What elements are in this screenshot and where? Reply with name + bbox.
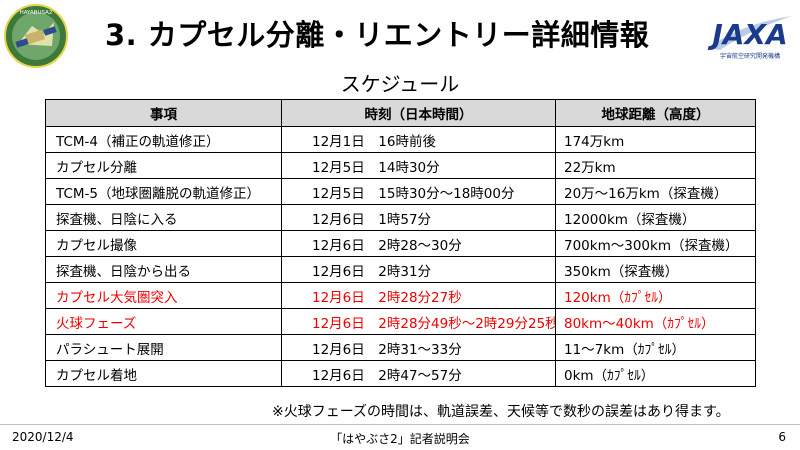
table-row: 探査機、日陰から出る 12月6日 2時31分 350km（探査機） xyxy=(45,256,756,283)
table-row: カプセル撮像 12月6日 2時28～30分 700km～300km（探査機） xyxy=(45,230,756,257)
footer-date: 2020/12/4 xyxy=(12,430,74,444)
time-cell: 12月6日 2時28分27秒 xyxy=(281,282,556,309)
time-cell: 12月1日 16時前後 xyxy=(281,126,556,153)
distance-cell: 80km～40km（ｶﾌﾟｾﾙ） xyxy=(555,308,756,335)
event-cell: TCM-4（補正の軌道修正） xyxy=(45,126,282,153)
table-row: TCM-4（補正の軌道修正） 12月1日 16時前後 174万km xyxy=(45,126,756,153)
distance-cell: 350km（探査機） xyxy=(555,256,756,283)
distance-cell: 11～7km（ｶﾌﾟｾﾙ） xyxy=(555,334,756,361)
time-cell: 12月5日 15時30分～18時00分 xyxy=(281,178,556,205)
event-cell: 探査機、日陰から出る xyxy=(45,256,282,283)
table-row: カプセル着地 12月6日 2時47～57分 0km（ｶﾌﾟｾﾙ） xyxy=(45,360,756,387)
jaxa-logo-text: JAXA xyxy=(707,18,787,51)
page-title: 3. カプセル分離・リエントリー詳細情報 xyxy=(105,18,650,52)
schedule-subtitle: スケジュール xyxy=(340,72,460,96)
table-row: カプセル分離 12月5日 14時30分 22万km xyxy=(45,152,756,179)
footer-event-name: 「はやぶさ2」記者説明会 xyxy=(330,432,470,446)
distance-cell: 22万km xyxy=(555,152,756,179)
event-cell: カプセル分離 xyxy=(45,152,282,179)
time-cell: 12月5日 14時30分 xyxy=(281,152,556,179)
table-row: TCM-5（地球圏離脱の軌道修正） 12月5日 15時30分～18時00分 20… xyxy=(45,178,756,205)
footnote: ※火球フェーズの時間は、軌道誤差、天候等で数秒の誤差はあり得ます。 xyxy=(272,404,730,420)
table-row-highlighted: 火球フェーズ 12月6日 2時28分49秒～2時29分25秒 80km～40km… xyxy=(45,308,756,335)
event-cell: カプセル着地 xyxy=(45,360,282,387)
header-distance: 地球距離（高度） xyxy=(555,99,756,127)
distance-cell: 120km（ｶﾌﾟｾﾙ） xyxy=(555,282,756,309)
time-cell: 12月6日 2時31～33分 xyxy=(281,334,556,361)
jaxa-logo-caption: 宇宙航空研究開発機構 xyxy=(720,52,780,60)
distance-cell: 0km（ｶﾌﾟｾﾙ） xyxy=(555,360,756,387)
event-cell: パラシュート展開 xyxy=(45,334,282,361)
page-number: 6 xyxy=(778,430,786,444)
logo-left-text: HAYABUSA2 xyxy=(20,10,53,16)
footer-divider xyxy=(0,424,800,425)
time-cell: 12月6日 2時31分 xyxy=(281,256,556,283)
event-cell: 火球フェーズ xyxy=(45,308,282,335)
distance-cell: 20万～16万km（探査機） xyxy=(555,178,756,205)
hayabusa2-mission-logo: HAYABUSA2 xyxy=(4,4,68,68)
event-cell: カプセル撮像 xyxy=(45,230,282,257)
header-event: 事項 xyxy=(45,99,282,127)
table-row-highlighted: カプセル大気圏突入 12月6日 2時28分27秒 120km（ｶﾌﾟｾﾙ） xyxy=(45,282,756,309)
event-cell: カプセル大気圏突入 xyxy=(45,282,282,309)
table-row: パラシュート展開 12月6日 2時31～33分 11～7km（ｶﾌﾟｾﾙ） xyxy=(45,334,756,361)
distance-cell: 700km～300km（探査機） xyxy=(555,230,756,257)
table-row: 探査機、日陰に入る 12月6日 1時57分 12000km（探査機） xyxy=(45,204,756,231)
jaxa-logo: JAXA 宇宙航空研究開発機構 xyxy=(707,16,792,60)
event-cell: 探査機、日陰に入る xyxy=(45,204,282,231)
time-cell: 12月6日 2時47～57分 xyxy=(281,360,556,387)
time-cell: 12月6日 1時57分 xyxy=(281,204,556,231)
schedule-table: 事項 時刻（日本時間） 地球距離（高度） TCM-4（補正の軌道修正） 12月1… xyxy=(45,99,756,387)
event-cell: TCM-5（地球圏離脱の軌道修正） xyxy=(45,178,282,205)
time-cell: 12月6日 2時28分49秒～2時29分25秒 xyxy=(281,308,556,335)
header-time: 時刻（日本時間） xyxy=(281,99,556,127)
table-header-row: 事項 時刻（日本時間） 地球距離（高度） xyxy=(45,99,756,127)
distance-cell: 12000km（探査機） xyxy=(555,204,756,231)
distance-cell: 174万km xyxy=(555,126,756,153)
time-cell: 12月6日 2時28～30分 xyxy=(281,230,556,257)
